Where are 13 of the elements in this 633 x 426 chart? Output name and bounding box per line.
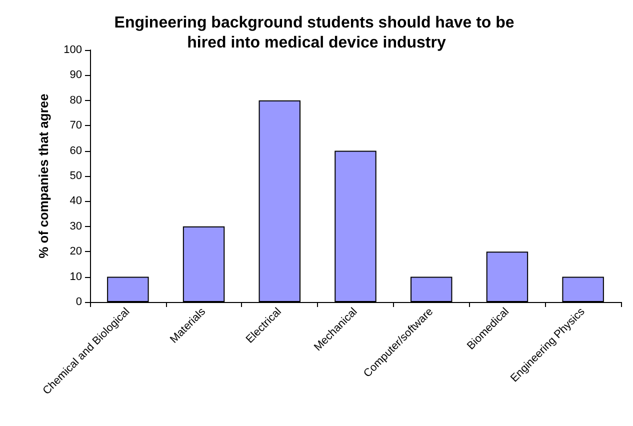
y-tick-label: 20: [70, 246, 82, 258]
y-tick-label: 50: [70, 170, 82, 182]
y-axis-title: % of companies that agree: [36, 94, 51, 258]
y-tick-label: 0: [76, 296, 82, 308]
y-tick-label: 40: [70, 195, 82, 208]
y-tick-label: 10: [70, 270, 82, 283]
y-tick-label: 100: [64, 44, 82, 56]
y-tick-label: 60: [70, 144, 82, 157]
chart-title: Engineering background students should have to be hired into medical device industry: [114, 14, 519, 52]
y-tick-label: 70: [70, 120, 82, 132]
y-tick-label: 30: [70, 220, 82, 232]
y-tick-label: 90: [70, 69, 82, 82]
y-tick-label: 80: [70, 94, 82, 106]
